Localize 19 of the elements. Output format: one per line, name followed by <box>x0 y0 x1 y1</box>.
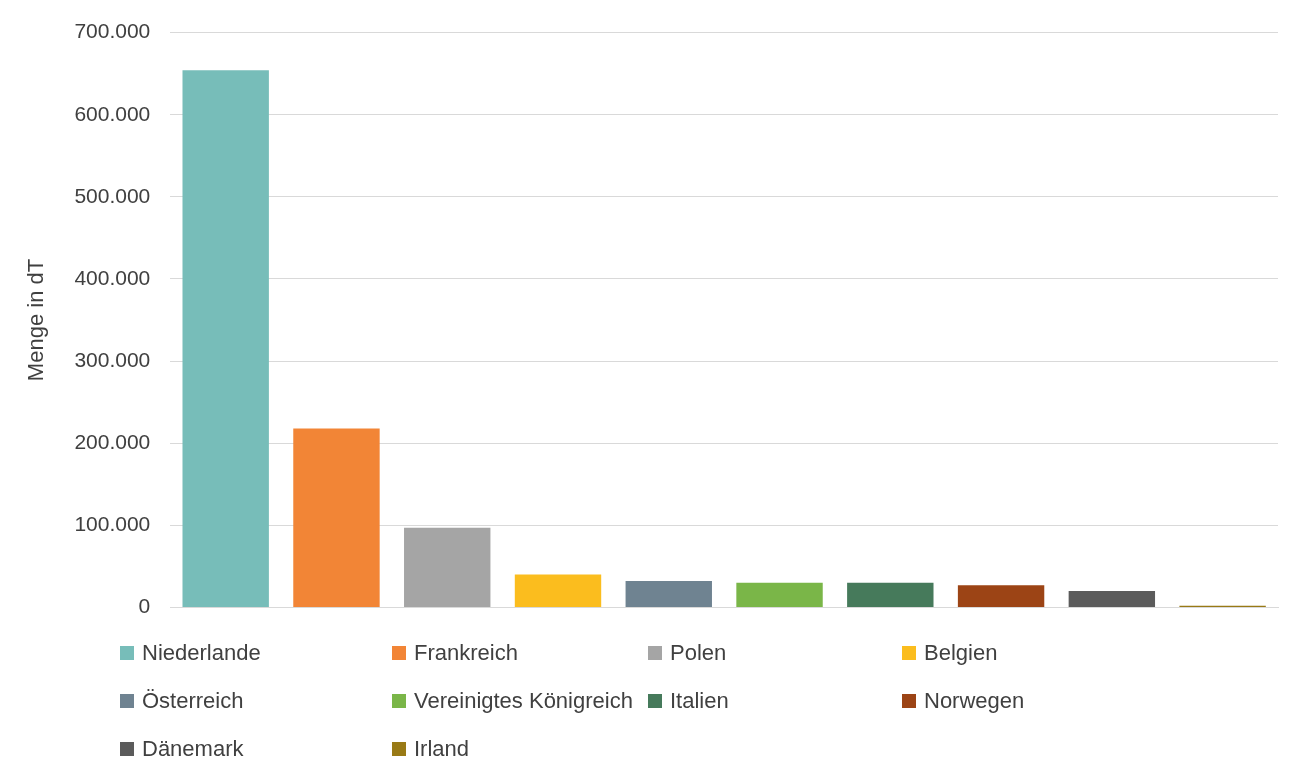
legend-label: Österreich <box>142 688 244 714</box>
y-tick-label: 300.000 <box>74 347 151 371</box>
y-tick-label: 400.000 <box>74 265 151 289</box>
legend-label: Polen <box>670 640 727 666</box>
y-tick-label: 500.000 <box>74 183 151 207</box>
y-axis-title: Menge in dT <box>23 258 49 382</box>
y-tick-label: 200.000 <box>74 429 151 453</box>
y-tick-label: 100.000 <box>74 512 151 536</box>
legend-label: Irland <box>414 736 470 762</box>
legend-label: Vereinigtes Königreich <box>414 688 633 714</box>
legend-label: Italien <box>670 688 729 714</box>
legend-label: Frankreich <box>414 640 518 666</box>
y-tick-label: 600.000 <box>74 101 151 125</box>
legend-label: Dänemark <box>142 736 244 762</box>
y-tick-label: 700.000 <box>74 19 151 43</box>
legend-label: Niederlande <box>142 640 261 666</box>
legend-label: Belgien <box>924 640 998 666</box>
y-tick-label: 0 <box>138 594 151 618</box>
legend-label: Norwegen <box>924 688 1025 714</box>
